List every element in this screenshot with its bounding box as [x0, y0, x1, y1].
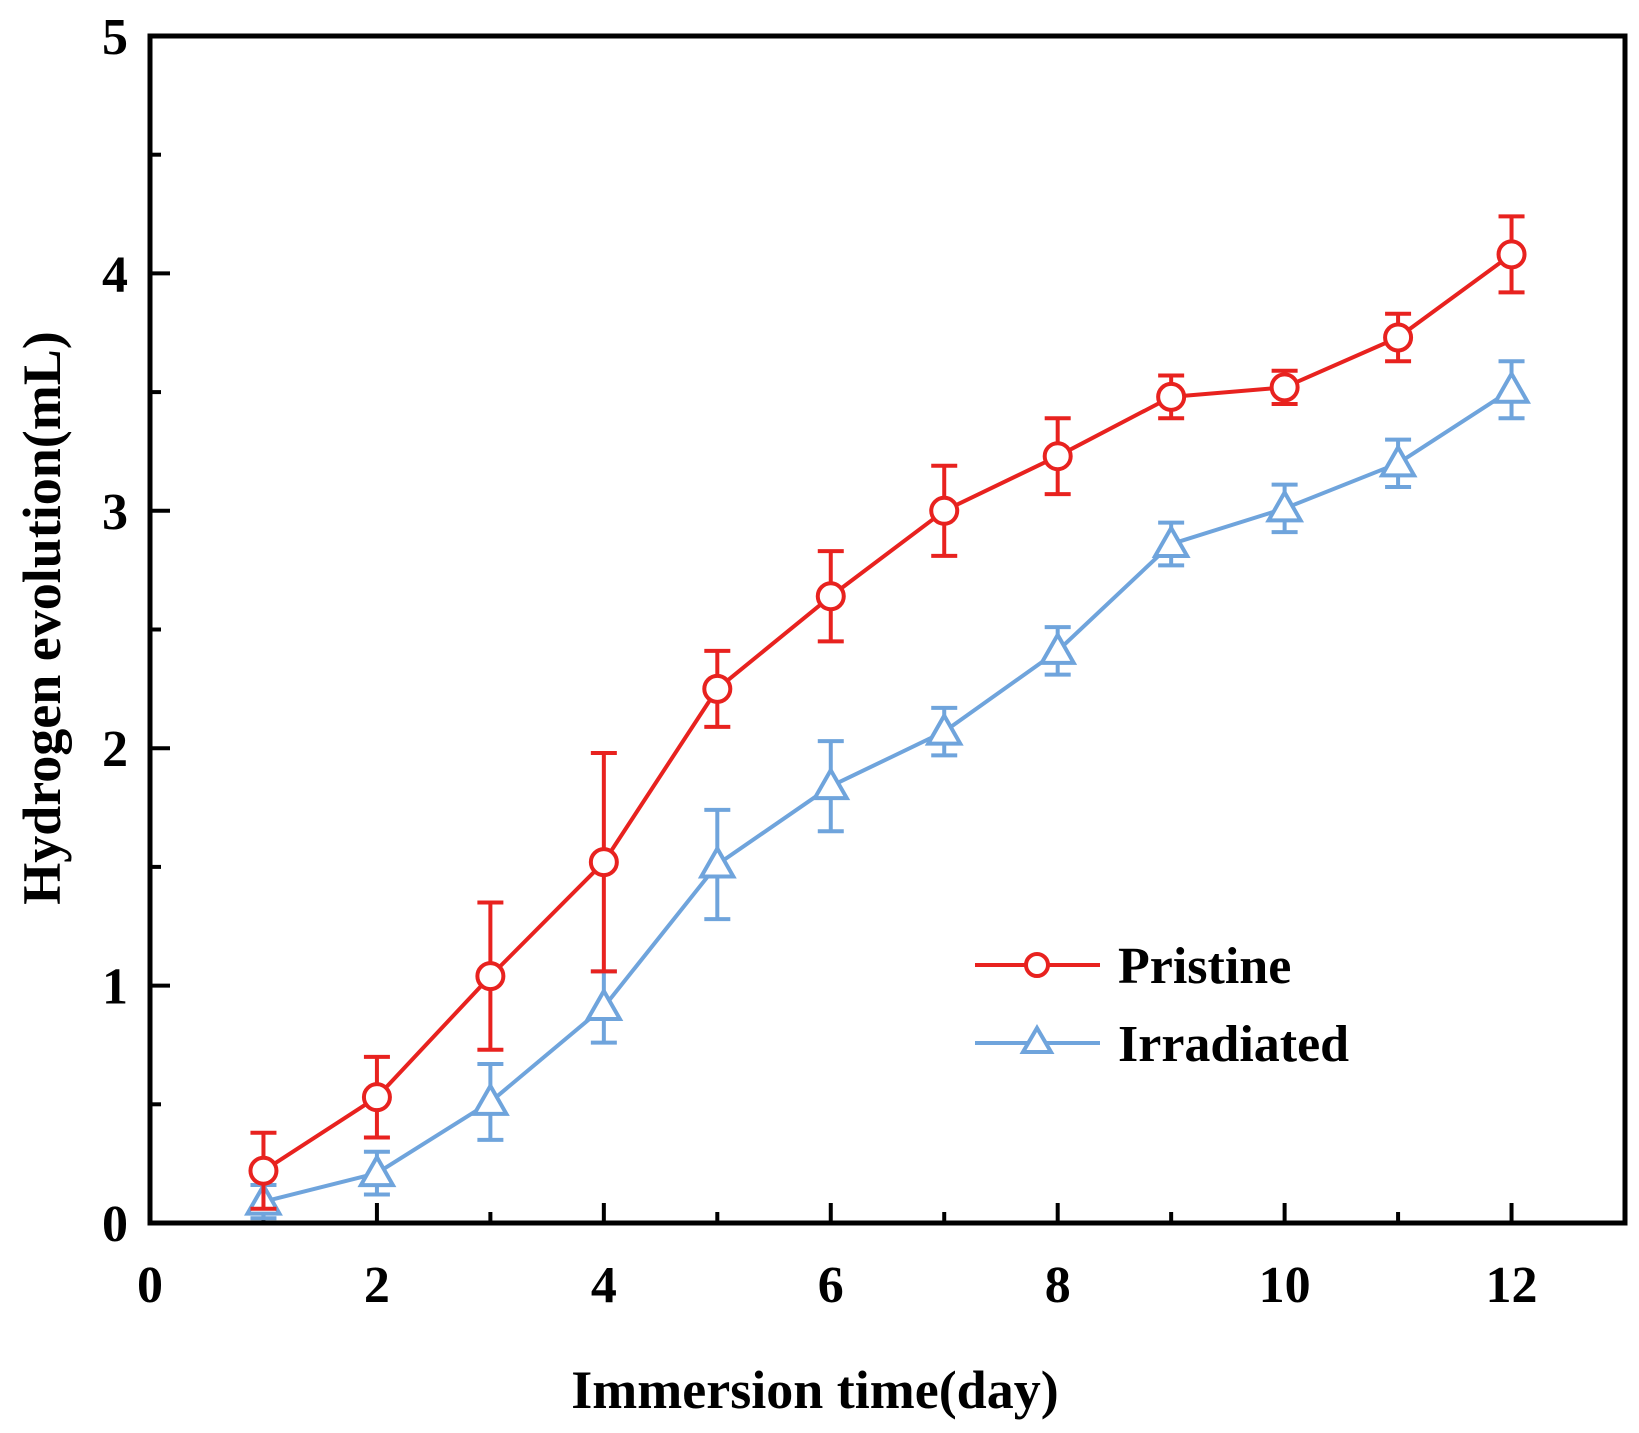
data-point-pristine [815, 581, 846, 612]
data-point-pristine [702, 673, 733, 704]
legend-marker-pristine [1024, 952, 1050, 978]
x-tick-label: 0 [137, 1257, 163, 1314]
data-point-pristine [1269, 372, 1300, 403]
y-tick-label: 1 [102, 959, 128, 1016]
x-tick-label: 4 [591, 1257, 617, 1314]
plot-frame [147, 33, 1628, 1226]
x-tick-label: 10 [1259, 1257, 1311, 1314]
x-tick-label: 12 [1486, 1257, 1538, 1314]
data-point-pristine [1383, 322, 1414, 353]
y-tick-label: 2 [102, 721, 128, 778]
data-point-irradiated [697, 844, 737, 879]
data-point-irradiated [1378, 443, 1418, 478]
x-tick-label: 8 [1045, 1257, 1071, 1314]
data-point-irradiated [1038, 630, 1078, 665]
series-line-pristine [262, 252, 1513, 1173]
x-tick-label: 6 [818, 1257, 844, 1314]
data-point-irradiated [1151, 524, 1191, 559]
y-axis-title: Hydrogen evolution(mL) [12, 331, 72, 905]
data-point-irradiated [924, 711, 964, 746]
y-tick-label: 3 [102, 484, 128, 541]
data-point-pristine [1496, 239, 1527, 270]
y-tick-label: 4 [102, 246, 128, 303]
data-point-irradiated [1492, 369, 1531, 404]
legend: Pristine Irradiated [975, 938, 1349, 1073]
data-point-pristine [588, 847, 619, 878]
data-point-irradiated [357, 1153, 397, 1188]
data-point-irradiated [470, 1081, 510, 1116]
y-tick-label: 0 [102, 1196, 128, 1253]
data-point-pristine [248, 1155, 279, 1186]
legend-label-pristine: Pristine [1118, 938, 1291, 995]
data-point-pristine [475, 961, 506, 992]
data-point-pristine [1156, 381, 1187, 412]
x-tick-label: 2 [364, 1257, 390, 1314]
data-point-irradiated [1265, 488, 1305, 523]
series-irradiated [244, 359, 1531, 1221]
data-point-pristine [361, 1082, 392, 1113]
series-line-irradiated [262, 388, 1513, 1204]
data-point-pristine [929, 495, 960, 526]
series-layer [244, 214, 1531, 1221]
series-pristine [248, 214, 1527, 1211]
y-tick-label: 5 [102, 9, 128, 66]
data-point-pristine [1042, 441, 1073, 472]
data-point-irradiated [584, 986, 624, 1021]
data-point-irradiated [811, 766, 851, 801]
legend-marker-irradiated [1019, 1024, 1055, 1054]
x-axis-title: Immersion time(day) [571, 1360, 1058, 1420]
legend-label-irradiated: Irradiated [1118, 1016, 1349, 1073]
